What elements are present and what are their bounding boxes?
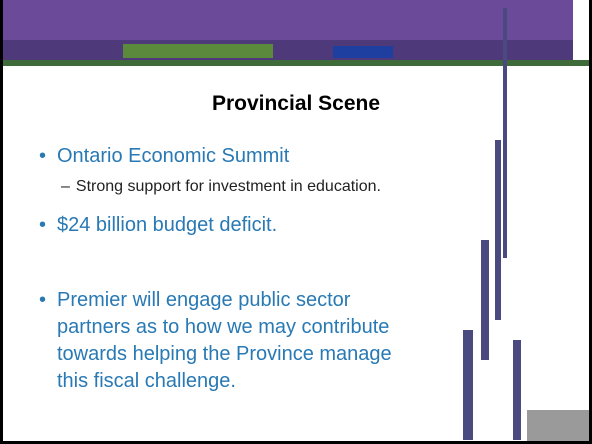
bullet-text: Ontario Economic Summit: [57, 145, 290, 167]
slide-title: Provincial Scene: [211, 92, 381, 115]
bullet-dot: •: [39, 289, 47, 311]
deco-stripe: [495, 140, 501, 320]
sub-bullet: – Strong support for investment in educat…: [61, 176, 481, 198]
bullet-text: Premier will engage public sector partne…: [57, 289, 392, 392]
decoration: [3, 0, 589, 441]
banner-strip: [3, 60, 589, 66]
deco-stripe: [503, 8, 507, 258]
bullet-dot: •: [39, 145, 47, 167]
sub-bullet-text: Strong support for investment in educati…: [75, 178, 381, 195]
bullet: • $24 billion budget deficit.: [39, 212, 409, 239]
banner-strip: [333, 46, 393, 58]
deco-stripe: [463, 330, 473, 440]
deco-stripe: [481, 240, 489, 360]
slide: Provincial Scene • Ontario Economic Summ…: [3, 0, 589, 441]
bullet-text: $24 billion budget deficit.: [57, 214, 278, 236]
banner-band: [3, 0, 573, 40]
bullet-dot: •: [39, 214, 47, 236]
dash: –: [61, 178, 70, 195]
deco-stripe: [513, 340, 521, 440]
corner-block: [527, 410, 589, 441]
banner-strip: [123, 44, 273, 58]
bullet: • Premier will engage public sector part…: [39, 287, 409, 395]
bullet: • Ontario Economic Summit – Strong suppor…: [39, 143, 409, 198]
